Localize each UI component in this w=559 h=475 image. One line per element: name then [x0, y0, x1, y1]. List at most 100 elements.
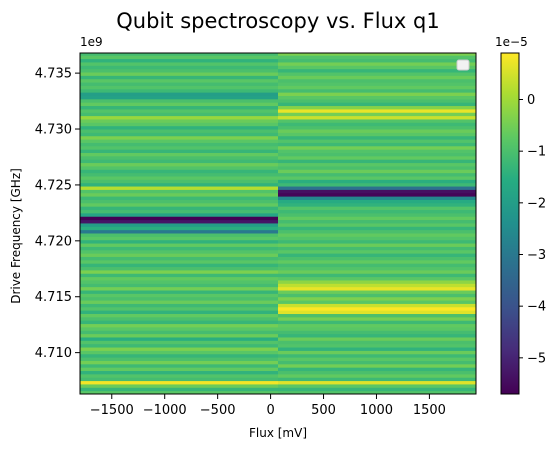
heatmap-cell: [278, 61, 476, 66]
heatmap-cell: [278, 139, 476, 143]
heatmap-cell: [278, 290, 476, 294]
heatmap-cell: [80, 357, 279, 361]
heatmap-cell: [278, 286, 476, 291]
heatmap-cell: [80, 310, 279, 314]
heatmap-cell: [80, 82, 279, 86]
x-axis-label: Flux [mV]: [249, 426, 307, 440]
heatmap-cell: [278, 296, 476, 301]
heatmap-cell: [278, 155, 476, 160]
heatmap-cell: [80, 192, 279, 197]
heatmap-cell: [80, 300, 279, 304]
heatmap-cell: [80, 65, 279, 70]
heatmap-cell: [278, 236, 476, 241]
heatmap-cell: [278, 229, 476, 234]
x-tick-label: −1500: [90, 403, 134, 418]
heatmap-cell: [80, 182, 279, 187]
heatmap-cell: [278, 88, 476, 93]
heatmap-cell: [278, 363, 476, 368]
heatmap-cell: [278, 165, 476, 170]
heatmap-cell: [278, 303, 476, 308]
heatmap-cell: [278, 118, 476, 123]
heatmap-cell: [278, 169, 476, 174]
heatmap-cell: [278, 263, 476, 268]
y-tick-label: 4.725: [35, 178, 72, 193]
colorbar-tick-label: −5: [527, 351, 546, 366]
heatmap-cell: [80, 273, 279, 278]
colorbar-tick-label: −3: [527, 248, 546, 263]
heatmap-cell: [278, 75, 476, 80]
heatmap-cell: [80, 373, 279, 378]
heatmap-cell: [80, 162, 279, 167]
heatmap-cell: [80, 259, 279, 264]
heatmap-cell: [80, 212, 279, 217]
heatmap-cells: [80, 53, 476, 394]
heatmap-cell: [80, 199, 279, 204]
heatmap-cell: [278, 373, 476, 378]
heatmap-cell: [278, 135, 476, 140]
heatmap-cell: [278, 316, 476, 321]
heatmap-cell: [80, 336, 279, 341]
y-axis-label: Drive Frequency [GHz]: [9, 168, 23, 304]
heatmap-cell: [278, 162, 476, 167]
heatmap-cell: [278, 219, 476, 224]
heatmap-cell: [80, 383, 279, 388]
heatmap-cell: [80, 145, 279, 150]
heatmap-cell: [80, 390, 279, 394]
heatmap-cell: [278, 390, 476, 394]
heatmap-cell: [278, 85, 476, 90]
heatmap-cell: [278, 209, 476, 214]
heatmap-cell: [80, 72, 279, 76]
heatmap-cell: [80, 118, 279, 123]
heatmap-cell: [80, 229, 279, 234]
heatmap-cell: [278, 212, 476, 217]
heatmap-cell: [278, 65, 476, 70]
heatmap-cell: [278, 266, 476, 271]
heatmap-cell: [278, 192, 476, 197]
heatmap-cell: [278, 175, 476, 180]
heatmap-cell: [80, 363, 279, 368]
heatmap-cell: [80, 353, 279, 358]
heatmap-cell: [80, 249, 279, 254]
heatmap-cell: [278, 149, 476, 153]
heatmap-cell: [80, 367, 279, 372]
heatmap-cell: [80, 279, 279, 284]
heatmap-cell: [278, 98, 476, 103]
heatmap-cell: [80, 139, 279, 143]
x-tick-label: 500: [311, 403, 336, 418]
y-offset-label: 1e9: [80, 35, 103, 49]
colorbar-tick-label: 0: [527, 93, 535, 108]
heatmap-cell: [278, 253, 476, 257]
heatmap-cell: [80, 155, 279, 160]
chart-title: Qubit spectroscopy vs. Flux q1: [116, 9, 439, 33]
heatmap-cell: [80, 219, 279, 224]
heatmap-cell: [278, 125, 476, 130]
heatmap-cell: [278, 82, 476, 86]
heatmap-cell: [80, 296, 279, 301]
heatmap-cell: [80, 196, 279, 200]
heatmap-cell: [278, 360, 476, 365]
heatmap-cell: [278, 340, 476, 345]
heatmap-cell: [278, 370, 476, 375]
heatmap-cell: [278, 310, 476, 314]
heatmap-cell: [278, 216, 476, 221]
heatmap-cell: [278, 222, 476, 227]
heatmap-cell: [278, 186, 476, 190]
x-tick-label: 1500: [413, 403, 446, 418]
legend-box: [456, 59, 470, 71]
heatmap-cell: [80, 323, 279, 328]
heatmap-cell: [80, 347, 279, 351]
heatmap-cell: [278, 189, 476, 194]
y-axis-ticks: 4.710 4.715 4.720 4.725 4.730 4.735: [35, 67, 80, 361]
heatmap-cell: [80, 316, 279, 321]
heatmap-cell: [278, 377, 476, 382]
heatmap-cell: [80, 169, 279, 174]
heatmap-cell: [278, 53, 476, 56]
heatmap-cell: [80, 142, 279, 147]
heatmap-cell: [80, 115, 279, 120]
heatmap-cell: [278, 259, 476, 264]
heatmap-cell: [80, 370, 279, 375]
heatmap-cell: [278, 350, 476, 355]
heatmap-cell: [80, 58, 279, 63]
heatmap-cell: [278, 367, 476, 372]
heatmap-cell: [80, 266, 279, 271]
